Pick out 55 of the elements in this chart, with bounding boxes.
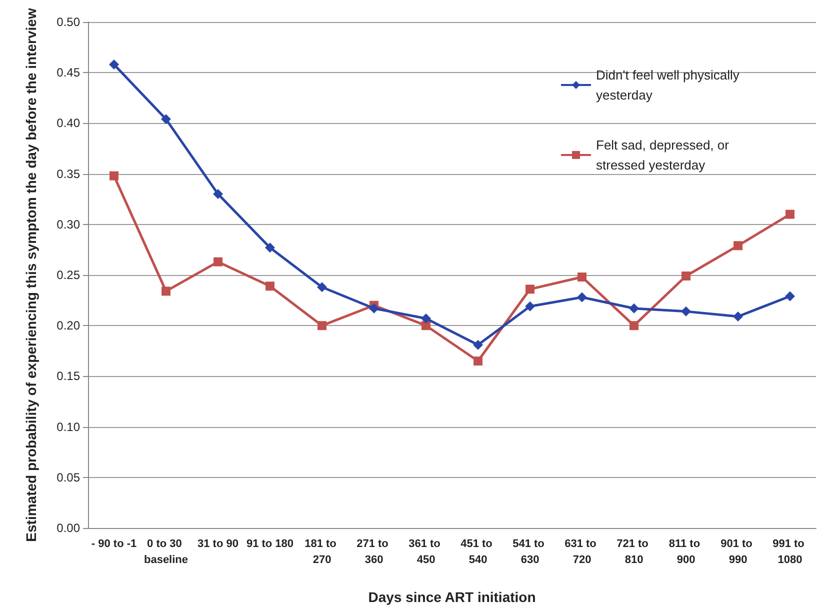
x-tick-label: 811 to 900 — [668, 538, 704, 566]
y-tick-label: 0.25 — [56, 268, 80, 282]
x-tick-label: 721 to 810 — [616, 538, 652, 566]
point — [525, 301, 535, 312]
point — [317, 282, 327, 292]
point — [213, 189, 223, 200]
y-tick-label: 0.35 — [56, 166, 80, 181]
legend-label: Didn't feel well physically yesterday — [596, 68, 743, 102]
y-tick-label: 0.15 — [56, 369, 80, 384]
point — [577, 292, 587, 302]
point — [110, 171, 118, 180]
x-tick-label: 991 to 1080 — [772, 538, 808, 566]
point — [474, 356, 482, 366]
point — [161, 114, 171, 124]
x-tick-label: 541 to 630 — [512, 538, 548, 566]
x-tick-label: 901 to 990 — [720, 538, 756, 566]
point — [733, 311, 743, 322]
point — [318, 321, 326, 330]
y-tick-label: 0.00 — [56, 521, 80, 535]
x-tick-label: 181 to 270 — [304, 538, 340, 566]
point — [473, 340, 483, 350]
x-tick-label: 451 to 540 — [460, 538, 496, 566]
point — [421, 314, 431, 324]
y-axis-title: Estimated probability of experiencing this symptom the day before the interview — [23, 8, 39, 542]
point — [785, 291, 795, 302]
point — [630, 321, 638, 330]
y-tick-label: 0.05 — [56, 470, 80, 484]
point — [734, 241, 742, 250]
point — [109, 60, 119, 70]
point — [681, 306, 691, 316]
x-tick-label: - 90 to -1 — [91, 538, 137, 550]
x-tick-label: 91 to 180 — [246, 538, 294, 550]
x-tick-label: 271 to 360 — [356, 538, 392, 566]
x-axis-title: Days since ART initiation — [368, 589, 536, 605]
point — [369, 303, 379, 314]
x-tick-label: 0 to 30 baseline — [144, 538, 188, 566]
y-tick-label: 0.40 — [56, 116, 80, 130]
point — [162, 286, 170, 296]
x-tick-label: 631 to 720 — [564, 538, 600, 566]
y-tick-label: 0.10 — [56, 420, 80, 434]
point — [682, 272, 690, 281]
point — [526, 284, 534, 294]
point — [266, 282, 274, 291]
point — [265, 242, 275, 253]
x-tick-label: 361 to 450 — [408, 538, 444, 566]
legend-label: Felt sad, depressed, or stressed yesterday — [596, 138, 733, 172]
point — [786, 210, 794, 219]
y-tick-label: 0.50 — [56, 15, 80, 29]
y-tick-label: 0.20 — [56, 318, 80, 333]
point — [629, 303, 639, 314]
point — [214, 257, 222, 266]
y-tick-label: 0.45 — [56, 66, 80, 80]
x-tick-label: 31 to 90 — [198, 538, 238, 550]
y-tick-label: 0.30 — [56, 217, 80, 232]
point — [578, 272, 586, 282]
